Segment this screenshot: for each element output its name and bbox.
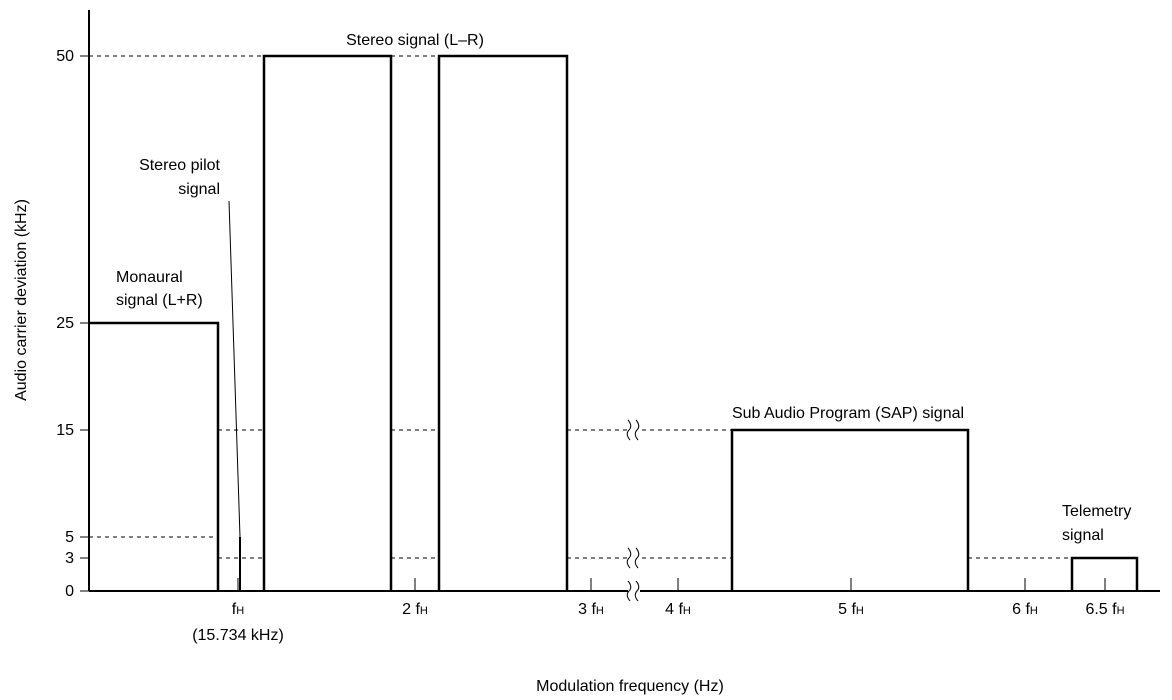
y-tick-label: 50	[56, 48, 74, 65]
monaural-label-line2: signal (L+R)	[116, 292, 203, 309]
reference-lines	[89, 55, 1072, 559]
x-tick-label: 4 fH	[665, 601, 691, 618]
x-tick-label: 3 fH	[578, 601, 604, 618]
axis-break-mark	[626, 547, 632, 569]
stereo-annotation: Stereo signal (L–R)	[346, 32, 484, 49]
axis-break-mark	[626, 580, 632, 602]
axis-break-marks	[626, 419, 640, 602]
telemetry-annotation: Telemetry signal	[1062, 503, 1131, 544]
monaural-annotation: Monaural signal (L+R)	[116, 269, 203, 309]
y-ticks: 0 3 5 15 25 50	[56, 48, 89, 600]
bar-sap	[730, 428, 970, 591]
y-tick-label: 25	[56, 315, 74, 332]
bar-telemetry	[1070, 556, 1139, 591]
axis-break-mark	[634, 419, 640, 441]
sap-annotation: Sub Audio Program (SAP) signal	[732, 405, 964, 422]
telemetry-label-line2: signal	[1062, 527, 1104, 544]
axis-break-mark	[626, 419, 632, 441]
x-tick-label: 2 fH	[402, 601, 428, 618]
y-tick-label: 0	[65, 583, 74, 600]
telemetry-label-line1: Telemetry	[1062, 503, 1131, 520]
pilot-label-line2: signal	[178, 181, 220, 198]
sap-label: Sub Audio Program (SAP) signal	[732, 405, 964, 422]
x-tick-sublabel: (15.734 kHz)	[192, 627, 284, 644]
bar-monaural	[89, 321, 220, 591]
bar-stereo-lower	[262, 54, 393, 591]
x-tick-label: 6 fH	[1012, 601, 1038, 618]
y-tick-label: 5	[65, 529, 74, 546]
pilot-leader-line	[228, 200, 241, 538]
x-tick-label: 6.5 fH	[1085, 601, 1124, 618]
x-axis-title: Modulation frequency (Hz)	[536, 678, 724, 695]
y-tick-label: 15	[56, 422, 74, 439]
stereo-label: Stereo signal (L–R)	[346, 32, 484, 49]
y-axis-title: Audio carrier deviation (kHz)	[13, 199, 30, 401]
monaural-label-line1: Monaural	[116, 269, 183, 286]
axis-break-mark	[634, 547, 640, 569]
bars	[89, 54, 1139, 591]
pilot-label-line1: Stereo pilot	[139, 157, 220, 174]
x-tick-label: fH	[232, 601, 244, 618]
pilot-annotation: Stereo pilot signal	[139, 157, 241, 538]
bar-stereo-upper	[437, 54, 569, 591]
x-ticks: fH (15.734 kHz) 2 fH 3 fH 4 fH 5 fH 6 fH 6.5 fH	[192, 578, 1125, 644]
axis-break-mark	[634, 580, 640, 602]
x-tick-label: 5 fH	[838, 601, 864, 618]
y-tick-label: 3	[65, 550, 74, 567]
